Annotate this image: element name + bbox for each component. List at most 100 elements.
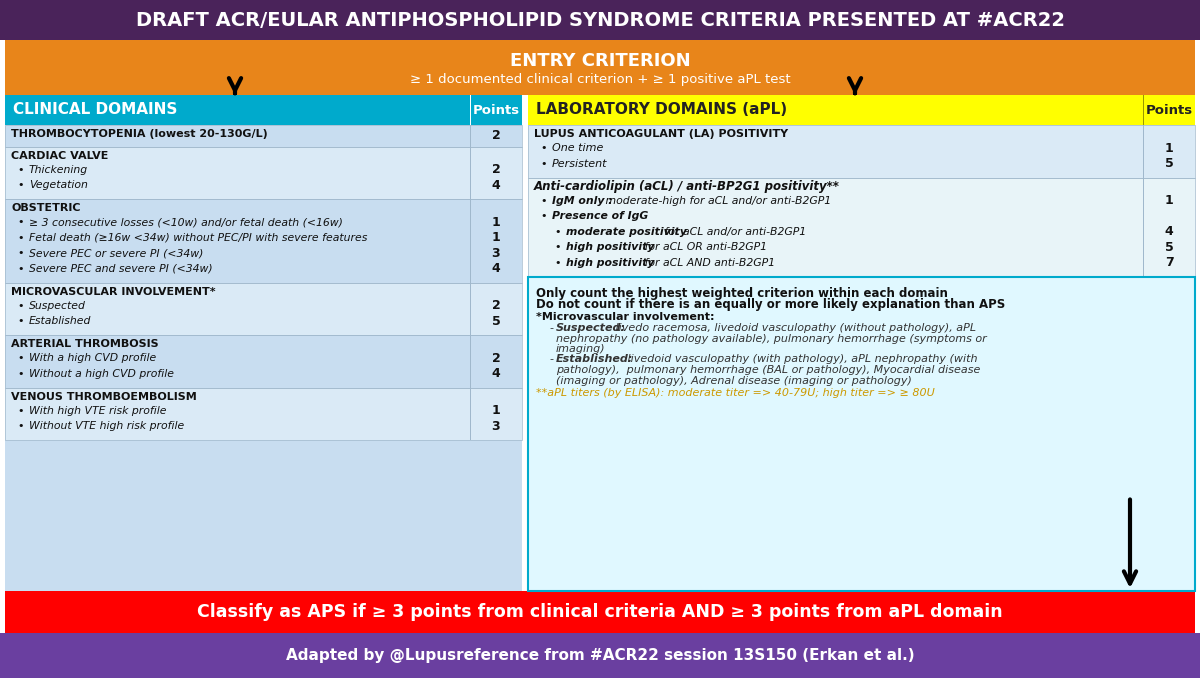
Text: high positivity: high positivity [566,242,654,252]
Text: •: • [541,212,547,221]
Bar [5,199,522,283]
Bar [5,335,522,388]
Text: ≥ 3 consecutive losses (<10w) and/or fetal death (<16w): ≥ 3 consecutive losses (<10w) and/or fet… [29,217,343,227]
Text: 3: 3 [492,420,500,433]
Bar [5,146,522,199]
Text: 1: 1 [492,216,500,228]
Bar [528,125,1142,178]
Text: LUPUS ANTICOAGULANT (LA) POSITIVITY: LUPUS ANTICOAGULANT (LA) POSITIVITY [534,129,788,139]
Text: -: - [536,323,554,333]
Bar [5,146,522,199]
Text: IgM only :: IgM only : [552,196,613,205]
Bar [5,388,522,440]
Text: for aCL OR anti-B2GP1: for aCL OR anti-B2GP1 [641,242,767,252]
Text: •: • [554,242,562,252]
Bar [1142,125,1195,178]
Text: One time: One time [552,143,604,153]
Text: -: - [536,355,554,365]
Text: Vegetation: Vegetation [29,180,88,191]
Text: moderate-high for aCL and/or anti-B2GP1: moderate-high for aCL and/or anti-B2GP1 [602,196,832,205]
Text: Severe PEC or severe PI (<34w): Severe PEC or severe PI (<34w) [29,248,203,258]
Text: Anti-cardiolipin (aCL) / anti-BP2G1 positivity**: Anti-cardiolipin (aCL) / anti-BP2G1 posi… [534,180,840,193]
Text: •: • [18,301,24,311]
Text: 2: 2 [492,129,500,142]
Bar [5,199,522,283]
Text: (imaging or pathology), Adrenal disease (imaging or pathology): (imaging or pathology), Adrenal disease … [556,376,912,386]
Bar [5,335,522,388]
Text: *Microvascular involvement:: *Microvascular involvement: [536,311,714,321]
Bar [5,591,1195,633]
Bar [528,178,1142,277]
Text: Points: Points [1146,104,1193,117]
Text: Suspected:: Suspected: [556,323,626,333]
Text: 1: 1 [1165,142,1174,155]
Text: •: • [541,159,547,169]
Bar [528,125,1195,591]
Text: Persistent: Persistent [552,159,607,169]
Text: Suspected: Suspected [29,301,86,311]
Text: livedo racemosa, livedoid vasculopathy (without pathology), aPL: livedo racemosa, livedoid vasculopathy (… [612,323,976,333]
Text: •: • [18,405,24,416]
Bar [5,40,1195,95]
Bar [5,283,522,335]
Bar [1142,125,1195,178]
Bar [0,633,1200,678]
Text: livedoid vasculopathy (with pathology), aPL nephropathy (with: livedoid vasculopathy (with pathology), … [624,355,978,365]
Text: 1: 1 [492,231,500,244]
Text: 4: 4 [492,367,500,380]
Text: •: • [18,353,24,363]
Text: MICROVASCULAR INVOLVEMENT*: MICROVASCULAR INVOLVEMENT* [11,287,216,297]
Text: Without a high CVD profile: Without a high CVD profile [29,369,174,379]
Text: 4: 4 [492,262,500,275]
Text: 1: 1 [492,404,500,417]
Bar [1142,178,1195,277]
Text: 5: 5 [1165,157,1174,170]
Text: With high VTE risk profile: With high VTE risk profile [29,405,167,416]
Bar [528,277,1195,591]
Text: Established:: Established: [556,355,634,365]
Bar [5,125,522,591]
Text: •: • [554,226,562,237]
Text: moderate positivity: moderate positivity [566,226,686,237]
Bar [528,95,1142,125]
Text: 2: 2 [492,299,500,313]
Text: 2: 2 [492,163,500,176]
Bar [1142,95,1195,125]
Text: Points: Points [473,104,520,117]
Text: •: • [18,421,24,431]
Text: 5: 5 [1165,241,1174,254]
Text: •: • [18,369,24,379]
Text: imaging): imaging) [556,344,606,354]
Text: 5: 5 [492,315,500,327]
Text: Classify as APS if ≥ 3 points from clinical criteria AND ≥ 3 points from aPL dom: Classify as APS if ≥ 3 points from clini… [197,603,1003,621]
Text: CLINICAL DOMAINS: CLINICAL DOMAINS [13,102,178,117]
Text: Established: Established [29,316,91,326]
Text: Adapted by @Lupusreference from #ACR22 session 13S150 (Erkan et al.): Adapted by @Lupusreference from #ACR22 s… [286,648,914,663]
Bar [528,277,1195,591]
Text: •: • [18,233,24,243]
Bar [5,125,522,146]
Text: ≥ 1 documented clinical criterion + ≥ 1 positive aPL test: ≥ 1 documented clinical criterion + ≥ 1 … [409,73,791,86]
Text: Presence of IgG: Presence of IgG [552,212,648,221]
Text: With a high CVD profile: With a high CVD profile [29,353,156,363]
Text: ARTERIAL THROMBOSIS: ARTERIAL THROMBOSIS [11,339,158,349]
Bar [470,95,522,125]
Text: 2: 2 [492,352,500,365]
Text: •: • [18,217,24,227]
Text: 7: 7 [1165,256,1174,269]
Text: Only count the highest weighted criterion within each domain: Only count the highest weighted criterio… [536,287,948,300]
Text: 4: 4 [492,179,500,192]
Bar [5,283,522,335]
Text: high positivity: high positivity [566,258,654,268]
Text: DRAFT ACR/EULAR ANTIPHOSPHOLIPID SYNDROME CRITERIA PRESENTED AT #ACR22: DRAFT ACR/EULAR ANTIPHOSPHOLIPID SYNDROM… [136,10,1064,30]
Text: LABORATORY DOMAINS (aPL): LABORATORY DOMAINS (aPL) [536,102,787,117]
Text: •: • [18,264,24,274]
Bar [0,0,1200,40]
Text: •: • [554,258,562,268]
Bar [5,388,522,440]
Bar [5,95,470,125]
Bar [528,125,1142,178]
Text: Thickening: Thickening [29,165,88,175]
Bar [5,125,522,146]
Bar [528,178,1142,277]
